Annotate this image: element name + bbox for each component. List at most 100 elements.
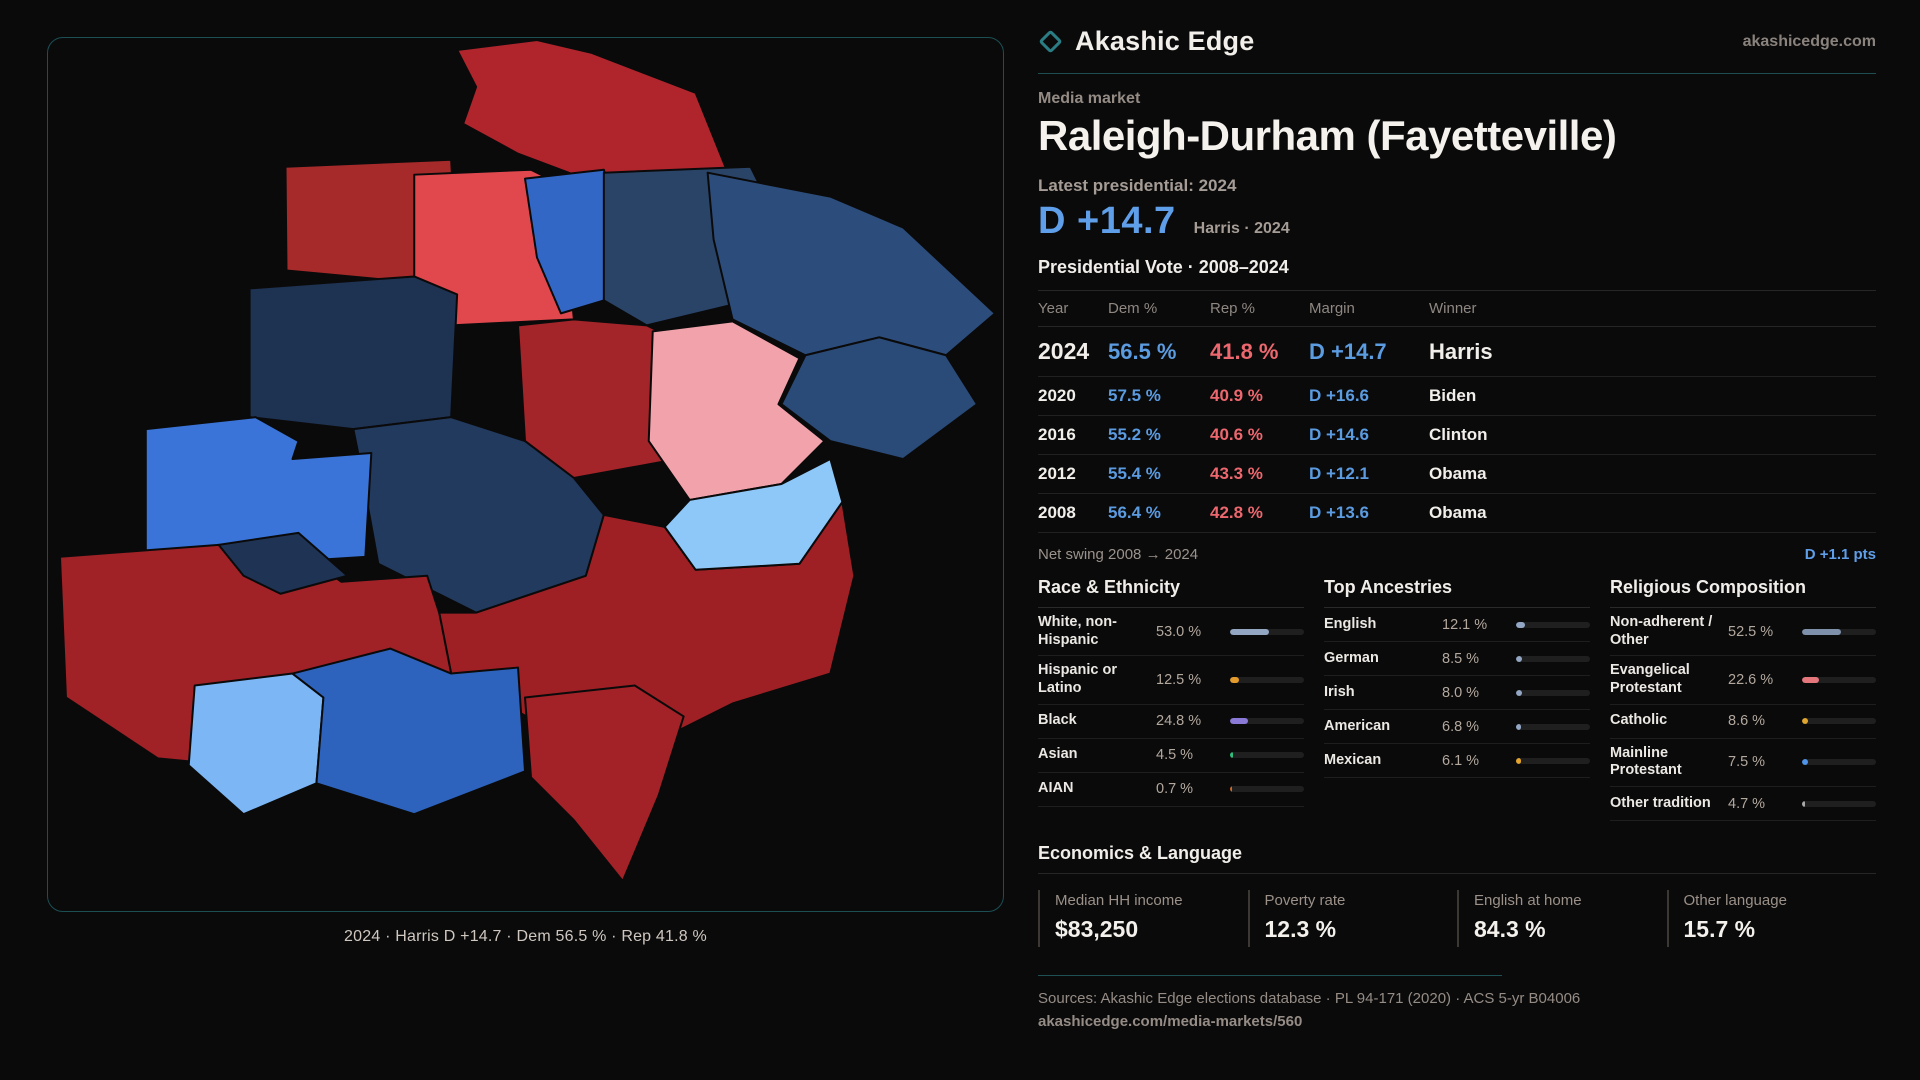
stat-row: Asian 4.5 %	[1038, 739, 1304, 773]
latest-presidential-label: Latest presidential: 2024	[1038, 176, 1237, 195]
stat-bar-track	[1230, 628, 1304, 635]
county-shape[interactable]	[524, 684, 685, 883]
brand-name: Akashic Edge	[1075, 26, 1255, 56]
econ-stat-label: Other language	[1683, 892, 1787, 910]
vote-row-2020: 2020 57.5 % 40.9 % D +16.6 Biden	[1038, 377, 1876, 416]
stat-row: Catholic 8.6 %	[1610, 705, 1876, 739]
net-swing-value: D +1.1 pts	[1804, 546, 1876, 563]
stat-bar-track	[1802, 718, 1876, 725]
vote-dem: 57.5 %	[1108, 386, 1161, 405]
econ-stat-cell: Other language 15.7 %	[1666, 890, 1877, 948]
county-shape[interactable]	[217, 531, 349, 595]
vote-dem: 55.2 %	[1108, 425, 1161, 444]
stat-bar-fill	[1230, 718, 1249, 725]
stat-bar-fill	[1516, 723, 1522, 730]
vote-row-2016: 2016 55.2 % 40.6 % D +14.6 Clinton	[1038, 416, 1876, 455]
stat-bar-track	[1802, 759, 1876, 766]
headline-margin-value: D +14.7	[1038, 200, 1176, 242]
stat-label: Asian	[1038, 746, 1078, 763]
stat-value: 8.0 %	[1442, 684, 1480, 701]
econ-stat-label: Poverty rate	[1264, 892, 1346, 910]
stat-row: Other tradition 4.7 %	[1610, 787, 1876, 822]
stat-row: Mexican 6.1 %	[1324, 744, 1590, 778]
net-swing-label: Net swing 2008 → 2024	[1038, 546, 1199, 563]
stat-bar-track	[1516, 621, 1590, 628]
vote-winner: Obama	[1429, 464, 1487, 483]
stat-row: Hispanic or Latino 12.5 %	[1038, 656, 1304, 705]
stat-row: White, non-Hispanic 53.0 %	[1038, 608, 1304, 657]
stat-bar-fill	[1802, 800, 1806, 807]
econ-stat-value: 12.3 %	[1264, 916, 1337, 943]
econ-stat-label: English at home	[1474, 892, 1582, 910]
kicker-label: Media market	[1038, 90, 1141, 107]
info-panel: Akashic Edge akashicedge.com Media marke…	[1038, 26, 1876, 1030]
vote-year: 2012	[1038, 464, 1076, 483]
county-shape[interactable]	[706, 171, 997, 357]
vote-column-header: Dem %	[1108, 300, 1158, 317]
vote-winner: Biden	[1429, 386, 1477, 405]
brand: Akashic Edge	[1038, 26, 1254, 57]
demographics-grid: Race & Ethnicity White, non-Hispanic 53.0…	[1038, 577, 1876, 822]
economics-section: Economics & Language Median HH income $83…	[1038, 843, 1877, 948]
county-shape[interactable]	[291, 647, 526, 816]
stat-label: German	[1324, 649, 1379, 666]
sources-text: Sources: Akashic Edge elections database…	[1038, 990, 1581, 1008]
economics-grid: Median HH income $83,250 Poverty rate 12.3 …	[1038, 890, 1877, 948]
demo-rows-religion: Non-adherent / Other 52.5 % Evangelical Pr…	[1610, 608, 1876, 822]
stat-bar-fill	[1802, 677, 1819, 684]
econ-stat-cell: Poverty rate 12.3 %	[1247, 890, 1458, 948]
vote-year: 2016	[1038, 425, 1076, 444]
stat-value: 8.6 %	[1728, 713, 1766, 730]
stat-label: Hispanic or Latino	[1038, 662, 1117, 697]
brand-domain-link[interactable]: akashicedge.com	[1742, 32, 1876, 50]
county-shape[interactable]	[647, 320, 826, 501]
net-swing-row: Net swing 2008 → 2024 D +1.1 pts	[1038, 533, 1876, 563]
stat-label: Non-adherent / Other	[1610, 614, 1713, 648]
vote-margin: D +13.6	[1309, 503, 1370, 522]
vote-rep: 41.8 %	[1210, 338, 1279, 364]
stat-bar-track	[1230, 677, 1304, 684]
stat-value: 22.6 %	[1728, 672, 1774, 689]
map-caption: 2024 · Harris D +14.7 · Dem 56.5 % · Rep…	[344, 928, 707, 945]
stat-bar-fill	[1802, 718, 1809, 725]
stat-bar-track	[1516, 689, 1590, 696]
stat-label: American	[1324, 717, 1391, 734]
stat-label: Mainline Protestant	[1610, 744, 1682, 779]
map-panel	[47, 37, 1004, 912]
stat-value: 4.5 %	[1156, 747, 1194, 764]
permalink-link[interactable]: akashicedge.com/media-markets/560	[1038, 1013, 1303, 1031]
stat-bar-fill	[1802, 759, 1808, 766]
county-shape[interactable]	[187, 672, 325, 816]
stat-label: Black	[1038, 712, 1077, 729]
vote-winner: Harris	[1429, 338, 1493, 364]
stat-label: Evangelical Protestant	[1610, 662, 1690, 697]
stat-row: English 12.1 %	[1324, 608, 1590, 642]
vote-column-header: Year	[1038, 300, 1069, 317]
vote-row-2024: 2024 56.5 % 41.8 % D +14.7 Harris	[1038, 327, 1876, 377]
demo-section-title: Race & Ethnicity	[1038, 577, 1304, 608]
stat-bar-track	[1516, 757, 1590, 764]
county-shape[interactable]	[456, 38, 728, 176]
headline-margin-block: D +14.7 Harris · 2024	[1038, 200, 1876, 243]
county-shape[interactable]	[780, 336, 979, 461]
demo-section-religion: Religious Composition Non-adherent / Oth…	[1610, 577, 1876, 822]
stat-value: 52.5 %	[1728, 623, 1774, 640]
stat-bar-fill	[1230, 752, 1234, 759]
vote-year: 2008	[1038, 503, 1076, 522]
stat-bar-fill	[1516, 655, 1523, 662]
vote-winner: Clinton	[1429, 425, 1488, 444]
vote-rep: 40.6 %	[1210, 425, 1263, 444]
county-shape[interactable]	[248, 275, 459, 431]
vote-dem: 56.5 %	[1108, 338, 1177, 364]
vote-column-header: Winner	[1429, 300, 1477, 317]
diamond-logo-icon	[1038, 29, 1063, 54]
vote-row-2012: 2012 55.4 % 43.3 % D +12.1 Obama	[1038, 455, 1876, 494]
vote-rep: 42.8 %	[1210, 503, 1263, 522]
page-title: Raleigh-Durham (Fayetteville)	[1038, 112, 1617, 159]
stat-row: Irish 8.0 %	[1324, 676, 1590, 710]
stat-value: 7.5 %	[1728, 754, 1766, 771]
vote-table-body: 2024 56.5 % 41.8 % D +14.7 Harris 2020 57.5 % 4…	[1038, 327, 1876, 533]
stat-label: White, non-Hispanic	[1038, 614, 1117, 648]
county-shape[interactable]	[663, 458, 844, 571]
